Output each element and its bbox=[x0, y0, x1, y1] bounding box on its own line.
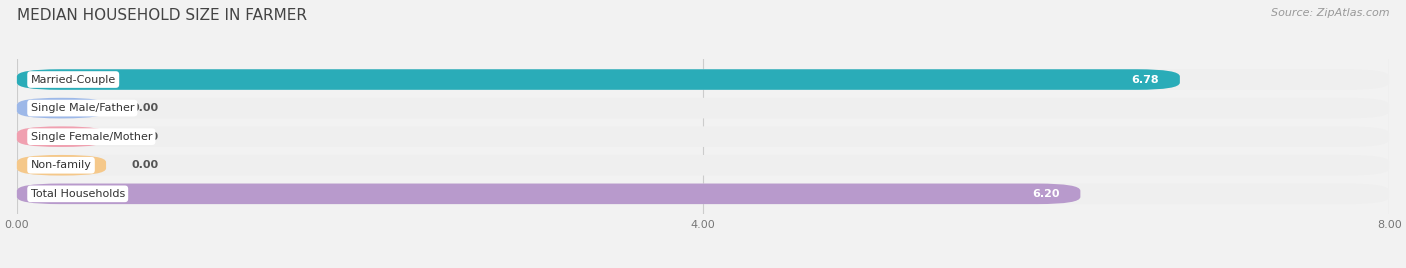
Text: Single Male/Father: Single Male/Father bbox=[31, 103, 134, 113]
Text: 6.78: 6.78 bbox=[1132, 75, 1160, 84]
FancyBboxPatch shape bbox=[17, 184, 1389, 204]
FancyBboxPatch shape bbox=[17, 98, 1389, 118]
FancyBboxPatch shape bbox=[17, 126, 1389, 147]
FancyBboxPatch shape bbox=[17, 126, 105, 147]
Text: Single Female/Mother: Single Female/Mother bbox=[31, 132, 152, 142]
Text: Married-Couple: Married-Couple bbox=[31, 75, 115, 84]
FancyBboxPatch shape bbox=[17, 69, 1389, 90]
Text: Total Households: Total Households bbox=[31, 189, 125, 199]
Text: Non-family: Non-family bbox=[31, 160, 91, 170]
FancyBboxPatch shape bbox=[17, 155, 1389, 176]
FancyBboxPatch shape bbox=[17, 184, 1080, 204]
FancyBboxPatch shape bbox=[17, 155, 105, 176]
Text: 0.00: 0.00 bbox=[132, 160, 159, 170]
Text: 6.20: 6.20 bbox=[1032, 189, 1060, 199]
FancyBboxPatch shape bbox=[17, 98, 105, 118]
Text: 0.00: 0.00 bbox=[132, 103, 159, 113]
Text: MEDIAN HOUSEHOLD SIZE IN FARMER: MEDIAN HOUSEHOLD SIZE IN FARMER bbox=[17, 8, 307, 23]
Text: 0.00: 0.00 bbox=[132, 132, 159, 142]
Text: Source: ZipAtlas.com: Source: ZipAtlas.com bbox=[1271, 8, 1389, 18]
FancyBboxPatch shape bbox=[17, 69, 1180, 90]
